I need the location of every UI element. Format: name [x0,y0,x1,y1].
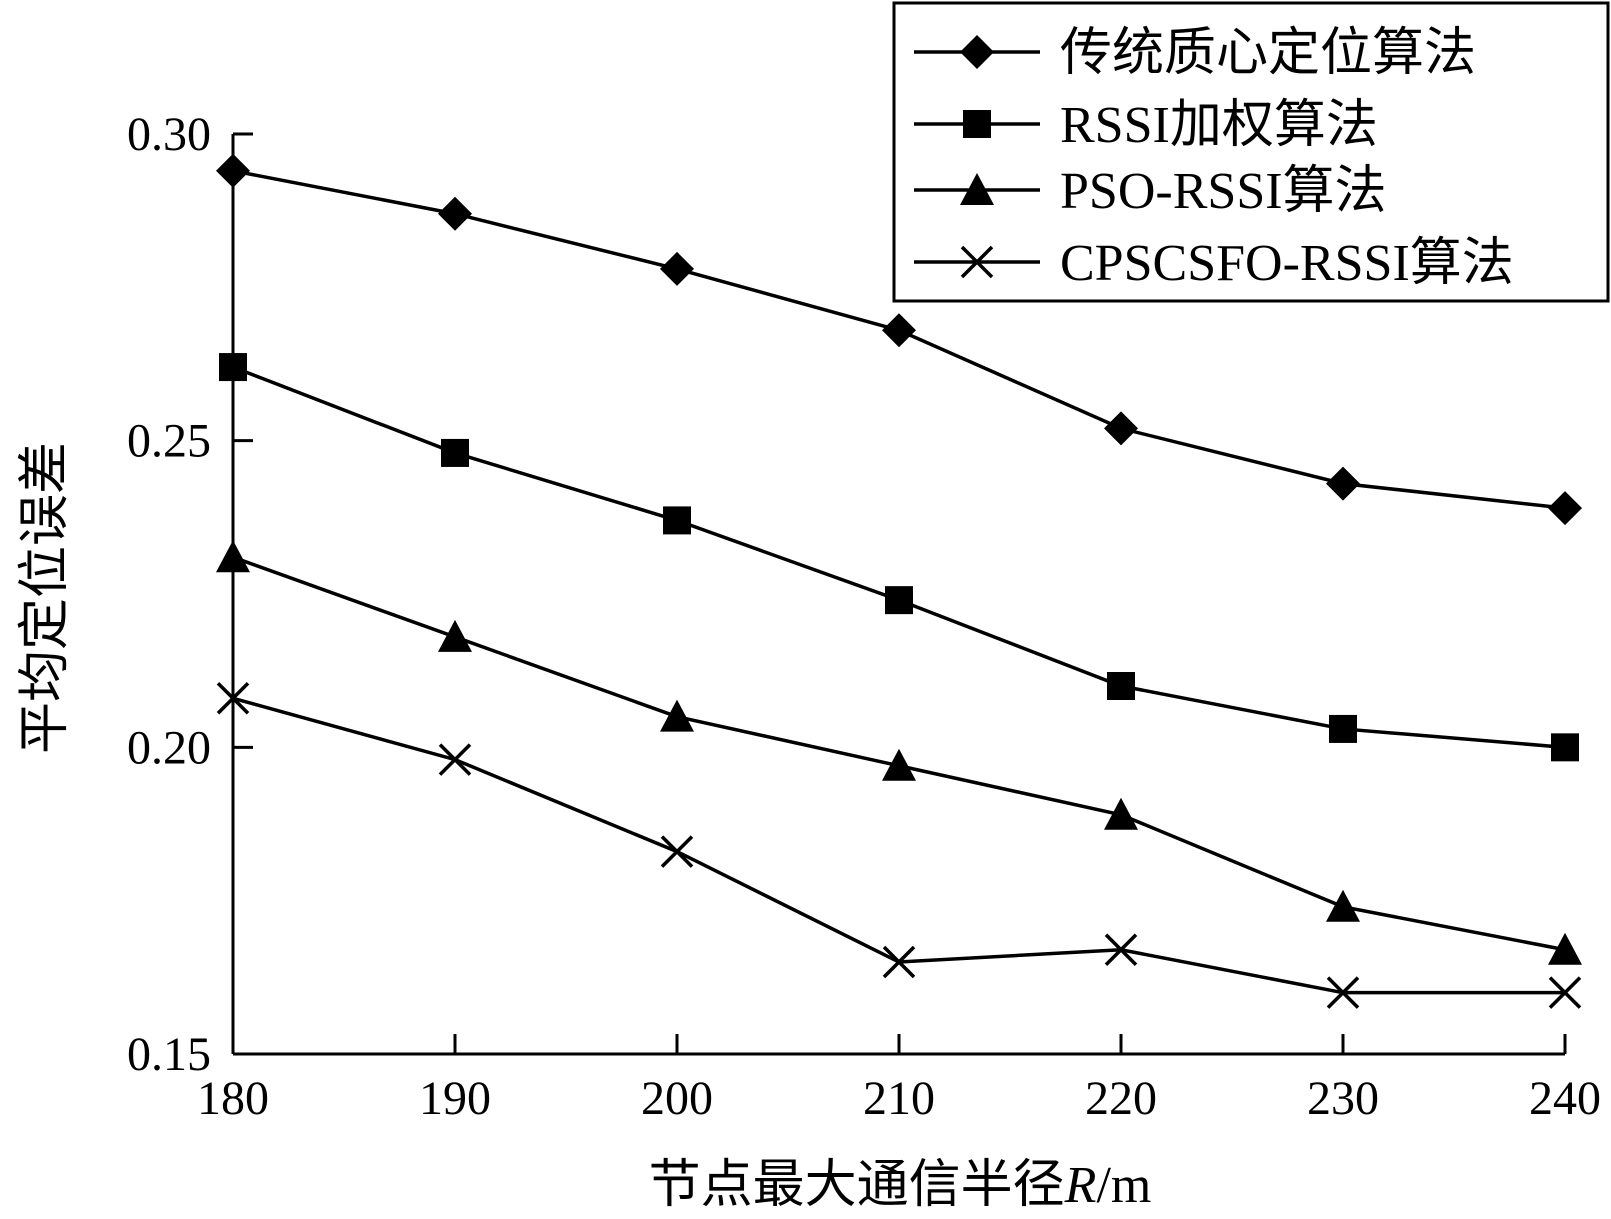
y-tick-label: 0.25 [127,415,211,468]
series-4 [216,682,1582,1009]
data-point [882,945,916,979]
x-marker-stroke [1548,976,1582,1009]
data-point [882,313,916,348]
series-layer [216,153,1582,1009]
x-tick-label: 180 [197,1072,269,1125]
series-2 [219,353,1579,762]
x-marker-stroke [660,835,694,868]
data-point [1326,466,1360,501]
x-marker-stroke [1104,933,1138,966]
x-tick-label: 210 [863,1072,935,1125]
legend: 传统质心定位算法 RSSI加权算法 PSO-RSSI算法 CPSCSFO-RSSI算法 [892,1,1610,303]
x-marker-stroke [960,245,994,279]
data-point [660,251,694,286]
data-point [1548,976,1582,1009]
x-tick-label: 190 [419,1072,491,1125]
x-tick-label: 220 [1085,1072,1157,1125]
y-tick-label: 0.20 [127,721,211,774]
data-point [1551,733,1579,762]
data-point [1329,714,1357,743]
y-tick-label: 0.15 [127,1028,211,1081]
series-line [232,365,1566,750]
legend-entry-4: CPSCSFO-RSSI算法 [914,235,1514,292]
x-axis-label: 节点最大通信半径R/m [649,1157,1152,1214]
legend-entry-2: RSSI加权算法 [914,97,1378,154]
data-point [1107,672,1135,700]
data-point [441,438,469,467]
data-point [1548,491,1582,526]
axes: 180 190 200 210 220 230 240 0.30 0.25 0.20 0.15 [127,108,1601,1125]
legend-marker [960,245,994,279]
data-point [438,743,472,776]
legend-marker [963,110,991,138]
data-point [885,586,913,615]
data-point [216,153,250,188]
x-marker-stroke [882,945,916,979]
y-axis-label: 平均定位误差 [17,442,74,754]
data-point [1548,932,1582,965]
data-point [216,682,250,715]
x-tick-label: 240 [1529,1072,1601,1125]
data-point [438,196,472,231]
legend-marker [960,173,994,205]
data-point [882,748,916,781]
y-tick-label: 0.30 [127,108,211,161]
x-axis-label-text: 节点最大通信半径 [649,1157,1065,1214]
legend-marker [960,35,994,69]
data-point [660,699,694,732]
series-1 [216,153,1582,526]
legend-entry-3: PSO-RSSI算法 [914,163,1387,220]
data-point [1326,976,1360,1009]
data-point [1104,933,1138,966]
data-point [219,353,247,382]
x-marker-stroke [1326,976,1360,1009]
x-axis-label-unit: /m [1096,1157,1151,1214]
x-tick-label: 200 [641,1072,713,1125]
legend-label: PSO-RSSI算法 [1060,163,1387,220]
legend-label: RSSI加权算法 [1060,97,1378,154]
x-axis-label-variable: R [1064,1157,1097,1214]
x-marker-stroke [216,682,250,715]
x-marker-stroke [438,743,472,776]
legend-entry-1: 传统质心定位算法 [914,25,1476,82]
data-point [663,506,691,535]
legend-label: 传统质心定位算法 [1060,25,1476,82]
data-point [216,540,250,573]
series-line [232,696,1565,995]
data-point [1104,797,1138,830]
data-point [1326,889,1360,922]
data-point [438,619,472,652]
data-point [1104,411,1138,446]
data-point [660,835,694,868]
series-3 [216,540,1582,965]
legend-label: CPSCSFO-RSSI算法 [1060,235,1514,292]
x-tick-label: 230 [1307,1072,1379,1125]
